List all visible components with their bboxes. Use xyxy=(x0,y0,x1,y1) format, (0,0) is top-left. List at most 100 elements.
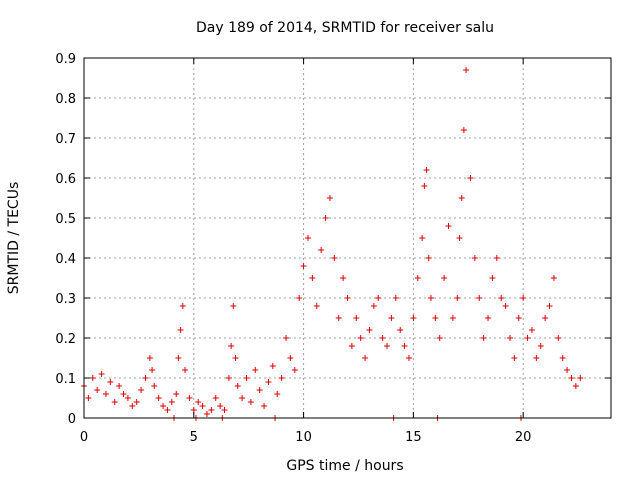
data-point xyxy=(423,167,430,173)
data-point xyxy=(175,355,182,361)
data-point xyxy=(149,367,156,373)
data-point xyxy=(366,327,373,333)
data-point xyxy=(217,403,224,409)
data-point xyxy=(456,235,463,241)
data-point xyxy=(392,295,399,301)
data-point xyxy=(291,367,298,373)
data-point xyxy=(419,235,426,241)
data-point xyxy=(335,315,342,321)
data-point xyxy=(102,391,109,397)
data-point xyxy=(460,127,467,133)
data-point xyxy=(138,387,145,393)
data-point xyxy=(326,195,333,201)
data-point xyxy=(405,355,412,361)
data-point xyxy=(179,303,186,309)
x-tick-label: 20 xyxy=(515,430,532,445)
data-point xyxy=(322,215,329,221)
data-point xyxy=(146,355,153,361)
data-point xyxy=(247,399,254,405)
data-point xyxy=(370,303,377,309)
data-point xyxy=(546,303,553,309)
y-tick-label: 0.7 xyxy=(55,132,76,147)
data-point xyxy=(313,303,320,309)
data-point xyxy=(331,255,338,261)
data-point xyxy=(357,335,364,341)
data-point xyxy=(129,403,136,409)
data-point xyxy=(208,407,215,413)
data-point xyxy=(160,403,167,409)
data-point xyxy=(177,327,184,333)
data-point xyxy=(230,303,237,309)
data-point xyxy=(155,395,162,401)
data-point xyxy=(476,295,483,301)
chart-title: Day 189 of 2014, SRMTID for receiver sal… xyxy=(196,20,494,36)
data-point xyxy=(120,391,127,397)
data-point xyxy=(300,263,307,269)
data-point xyxy=(239,395,246,401)
x-tick-label: 15 xyxy=(405,430,422,445)
data-point xyxy=(116,383,123,389)
data-point xyxy=(318,247,325,253)
data-point xyxy=(379,335,386,341)
data-point xyxy=(449,315,456,321)
data-point xyxy=(304,235,311,241)
data-point xyxy=(287,355,294,361)
data-point xyxy=(493,255,500,261)
data-point xyxy=(427,295,434,301)
data-point xyxy=(436,335,443,341)
data-point xyxy=(397,327,404,333)
data-point xyxy=(568,375,575,381)
data-points xyxy=(81,67,584,421)
data-point xyxy=(232,355,239,361)
data-point xyxy=(388,315,395,321)
data-point xyxy=(498,295,505,301)
data-point xyxy=(168,399,175,405)
data-point xyxy=(485,315,492,321)
data-point xyxy=(182,367,189,373)
data-point xyxy=(98,371,105,377)
data-point xyxy=(203,411,210,417)
data-point xyxy=(243,375,250,381)
data-point xyxy=(445,223,452,229)
data-point xyxy=(256,387,263,393)
data-point xyxy=(265,379,272,385)
data-point xyxy=(564,367,571,373)
data-point xyxy=(212,395,219,401)
y-tick-label: 0.3 xyxy=(55,292,76,307)
data-point xyxy=(577,375,584,381)
data-point xyxy=(278,375,285,381)
x-tick-label: 10 xyxy=(295,430,312,445)
data-point xyxy=(252,367,259,373)
data-point xyxy=(520,295,527,301)
y-tick-label: 0.9 xyxy=(55,52,76,67)
data-point xyxy=(506,335,513,341)
data-point xyxy=(269,363,276,369)
data-point xyxy=(151,383,158,389)
data-point xyxy=(362,355,369,361)
y-tick-label: 0 xyxy=(68,412,76,427)
y-tick-label: 0.8 xyxy=(55,92,76,107)
y-tick-label: 0.5 xyxy=(55,212,76,227)
data-point xyxy=(463,67,470,73)
data-point xyxy=(489,275,496,281)
data-point xyxy=(550,275,557,281)
data-point xyxy=(234,383,241,389)
data-point xyxy=(225,375,232,381)
y-tick-label: 0.6 xyxy=(55,172,76,187)
data-point xyxy=(348,343,355,349)
data-point xyxy=(283,335,290,341)
data-point xyxy=(559,355,566,361)
data-point xyxy=(480,335,487,341)
data-point xyxy=(375,295,382,301)
data-point xyxy=(85,395,92,401)
axis-ticks: 0 0.1 0.2 0.3 0.4 0.5 0.6 0.7 0.8 0.9 0 5 10 15 20 xyxy=(55,52,611,445)
data-point xyxy=(421,183,428,189)
data-point xyxy=(384,343,391,349)
data-point xyxy=(432,315,439,321)
data-point xyxy=(458,195,465,201)
data-point xyxy=(111,399,118,405)
data-point xyxy=(528,327,535,333)
data-point xyxy=(164,407,171,413)
y-axis-label: SRMTID / TECUs xyxy=(6,182,22,295)
